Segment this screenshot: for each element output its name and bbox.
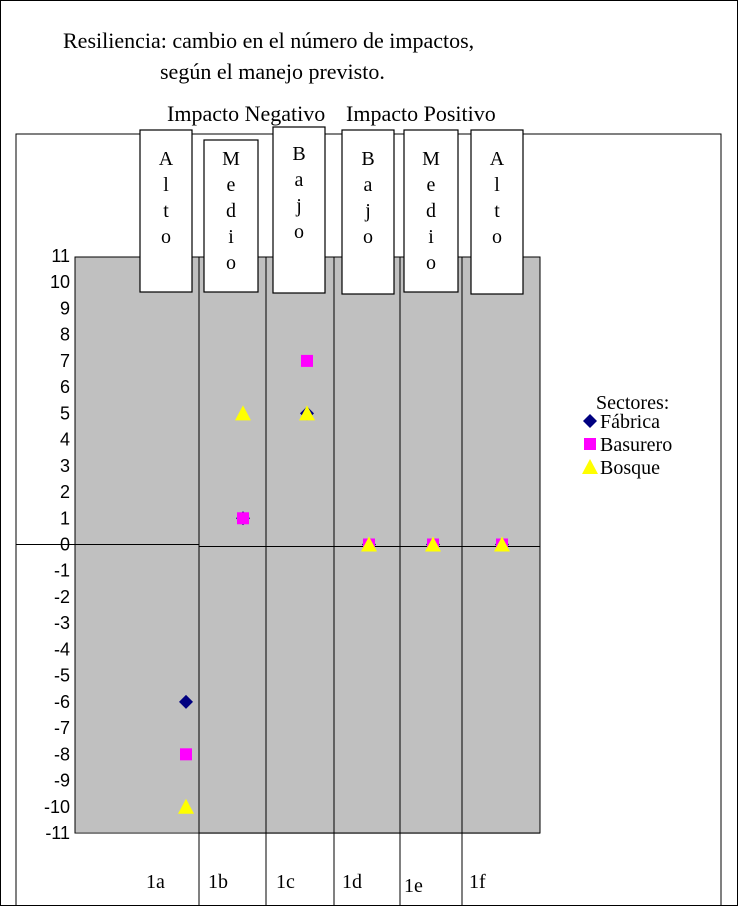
column-header-letter: j — [295, 195, 302, 217]
legend-entry: Fábrica — [583, 411, 660, 433]
y-tick-label: 10 — [50, 272, 70, 292]
column-header-letter: i — [428, 226, 434, 248]
column-header-letter: o — [161, 226, 171, 248]
column-header-letter: a — [295, 169, 304, 191]
legend-marker-square — [584, 438, 596, 450]
y-tick-label: 9 — [60, 298, 70, 318]
legend-entry: Bosque — [582, 457, 660, 479]
square-point — [301, 354, 313, 367]
triangle-point — [361, 536, 377, 552]
column-header-letter: o — [363, 226, 373, 248]
column-header-letter: A — [490, 148, 505, 170]
legend-entry: Basurero — [584, 434, 672, 456]
column-header-letter: j — [364, 200, 371, 222]
column-header-letter: i — [228, 226, 234, 248]
y-tick-label: -1 — [54, 561, 70, 581]
y-tick-label: 4 — [60, 430, 70, 450]
series-triangle — [178, 405, 510, 814]
column-header-letter: A — [159, 148, 174, 170]
column-header-letter: e — [427, 174, 436, 196]
column-header-letter: l — [163, 174, 169, 196]
legend-label: Basurero — [600, 434, 672, 456]
column-header-letter: d — [226, 200, 236, 222]
triangle-point — [235, 405, 251, 421]
y-tick-label: 2 — [60, 482, 70, 502]
legend-marker-diamond — [583, 414, 597, 428]
square-point — [180, 748, 192, 761]
y-tick-label: 6 — [60, 377, 70, 397]
column-header-letter: M — [222, 148, 240, 170]
column-header-box — [403, 129, 459, 293]
y-tick-label: -6 — [54, 692, 70, 712]
column-header-box — [203, 139, 259, 293]
column-header-letter: e — [227, 174, 236, 196]
x-tick-label: 1c — [276, 871, 295, 893]
column-header-letter: M — [422, 148, 440, 170]
y-tick-label: 3 — [60, 456, 70, 476]
x-tick-label: 1e — [404, 875, 423, 897]
x-tick-label: 1d — [342, 871, 362, 893]
legend-label: Fábrica — [600, 411, 660, 433]
column-header-box — [470, 129, 524, 295]
triangle-point — [178, 798, 194, 814]
column-header-letter: a — [364, 174, 373, 196]
column-header-box — [272, 126, 326, 294]
y-tick-label: -5 — [54, 666, 70, 686]
x-tick-label: 1a — [146, 871, 165, 893]
column-header-letter: B — [292, 143, 305, 165]
y-tick-label: -3 — [54, 613, 70, 633]
column-header-letter: o — [492, 226, 502, 248]
legend-label: Bosque — [600, 457, 660, 479]
column-header-box — [139, 129, 193, 293]
column-header-letter: o — [426, 252, 436, 274]
y-tick-label: 1 — [60, 508, 70, 528]
column-header-letter: t — [494, 200, 500, 222]
plot-area — [16, 256, 541, 906]
y-tick-label: 0 — [60, 535, 70, 555]
chart-title-line-1: Resiliencia: cambio en el número de impa… — [63, 28, 474, 53]
y-tick-label: 8 — [60, 325, 70, 345]
x-axis: 1a 1b 1c 1d 1e 1f — [146, 871, 486, 897]
column-header-letter: t — [163, 200, 169, 222]
y-tick-label: -11 — [45, 823, 70, 843]
y-tick-label: -4 — [54, 639, 70, 659]
legend-marker-triangle — [582, 459, 598, 474]
y-tick-label: 7 — [60, 351, 70, 371]
y-tick-label: -2 — [54, 587, 70, 607]
column-header-letter: l — [494, 174, 500, 196]
group-header-positive: Impacto Positivo — [346, 101, 496, 126]
diamond-point — [179, 694, 193, 709]
group-header-negative: Impacto Negativo — [167, 101, 325, 126]
y-tick-label: -10 — [44, 797, 70, 817]
triangle-point — [425, 536, 441, 552]
y-tick-label: -8 — [54, 744, 70, 764]
column-header-letter: o — [294, 221, 304, 243]
legend-title: Sectores: — [596, 392, 669, 414]
column-header-box — [341, 129, 395, 295]
x-tick-label: 1b — [208, 871, 228, 893]
y-tick-label: -9 — [54, 771, 70, 791]
column-header-letter: B — [361, 148, 374, 170]
chart-title-line-2: según el manejo previsto. — [160, 59, 385, 84]
square-point — [237, 512, 249, 525]
triangle-point — [494, 536, 510, 552]
y-tick-label: -7 — [54, 718, 70, 738]
data-points — [178, 354, 510, 814]
x-tick-label: 1f — [469, 871, 486, 893]
column-header-letter: d — [426, 200, 436, 222]
triangle-point — [299, 405, 315, 421]
y-tick-label: 11 — [51, 246, 70, 266]
column-header-letter: o — [226, 252, 236, 274]
y-tick-label: 5 — [60, 403, 70, 423]
